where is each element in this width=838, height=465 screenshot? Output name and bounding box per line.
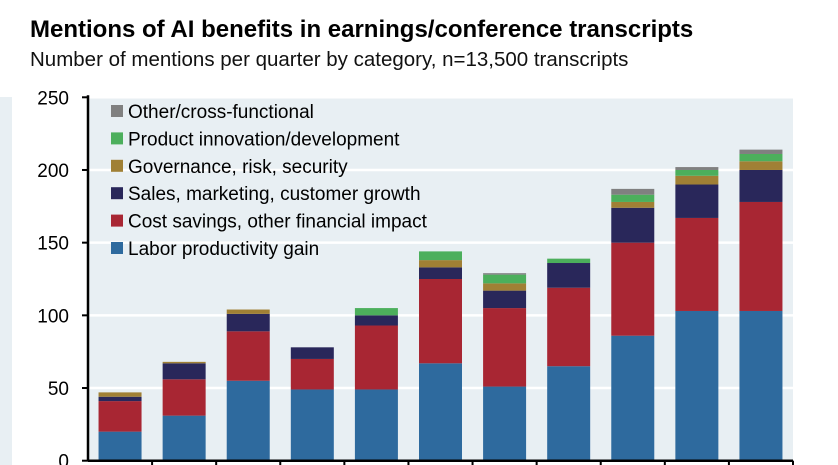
bar-segment — [419, 251, 462, 261]
adjacent-panel-edge — [0, 97, 12, 465]
bar-segment — [675, 175, 719, 185]
legend-swatch — [111, 159, 123, 172]
bar-segment — [739, 149, 783, 154]
chart-subtitle: Number of mentions per quarter by catego… — [30, 48, 629, 71]
bar-segment — [739, 310, 783, 461]
bar-segment — [354, 315, 398, 326]
bar-segment — [547, 366, 591, 461]
bar-segment — [675, 184, 719, 218]
bar-segment — [98, 431, 142, 461]
bar-segment — [675, 310, 719, 461]
bar-segment — [675, 167, 719, 170]
bar-segment — [162, 363, 206, 380]
legend-swatch — [111, 105, 123, 117]
bar-segment — [547, 287, 591, 367]
bar-segment — [226, 309, 270, 314]
legend-swatch — [111, 242, 123, 254]
bar-segment — [611, 335, 655, 461]
bar-segment — [483, 386, 527, 461]
bar-segment — [483, 290, 527, 309]
bar-segment — [98, 392, 142, 397]
y-tick-label: 50 — [48, 379, 69, 400]
bar-segment — [290, 389, 334, 461]
bar-segment — [611, 201, 655, 208]
bar-segment — [483, 273, 527, 275]
y-tick-label: 150 — [37, 234, 69, 255]
bar-segment — [547, 263, 591, 288]
y-tick-label: 250 — [37, 88, 69, 109]
bar-segment — [611, 242, 655, 336]
bar-segment — [547, 258, 591, 264]
bar-segment — [226, 331, 270, 381]
bar-segment — [98, 401, 142, 432]
bar-segment — [226, 313, 270, 332]
bar-segment — [675, 217, 719, 311]
bar-segment — [739, 153, 783, 162]
bar-segment — [419, 279, 462, 364]
legend-swatch — [111, 214, 123, 227]
bar-segment — [739, 169, 783, 202]
bar-segment — [419, 260, 462, 268]
bar-segment — [611, 194, 655, 202]
bar-segment — [162, 415, 206, 461]
bar-segment — [483, 308, 527, 387]
legend-swatch — [111, 132, 123, 145]
bar-segment — [675, 169, 719, 176]
chart-title: Mentions of AI benefits in earnings/conf… — [30, 16, 694, 43]
bar-segment — [162, 361, 206, 364]
y-tick-label: 200 — [37, 161, 69, 182]
legend-label: Product innovation/development — [128, 129, 400, 150]
bar-segment — [226, 380, 270, 461]
bar-segment — [98, 396, 142, 402]
bar-segment — [419, 363, 462, 461]
bar-segment — [419, 267, 462, 279]
legend-label: Governance, risk, security — [128, 157, 348, 178]
bar-segment — [611, 188, 655, 195]
y-tick-label: 0 — [58, 452, 69, 465]
bar-segment — [483, 283, 527, 291]
bar-segment — [162, 379, 206, 416]
legend-label: Other/cross-functional — [128, 102, 314, 123]
bar-segment — [354, 389, 398, 461]
legend-label: Labor productivity gain — [128, 239, 319, 260]
y-tick-label: 100 — [37, 306, 69, 327]
bar-segment — [290, 347, 334, 359]
bar-segment — [483, 274, 527, 284]
legend-swatch — [111, 187, 123, 200]
legend-label: Sales, marketing, customer growth — [128, 184, 421, 205]
bar-segment — [354, 308, 398, 316]
bar-segment — [739, 201, 783, 311]
bar-segment — [290, 358, 334, 390]
bar-segment — [354, 325, 398, 390]
legend-label: Cost savings, other financial impact — [128, 212, 428, 233]
bar-segment — [611, 207, 655, 243]
bar-segment — [739, 161, 783, 170]
